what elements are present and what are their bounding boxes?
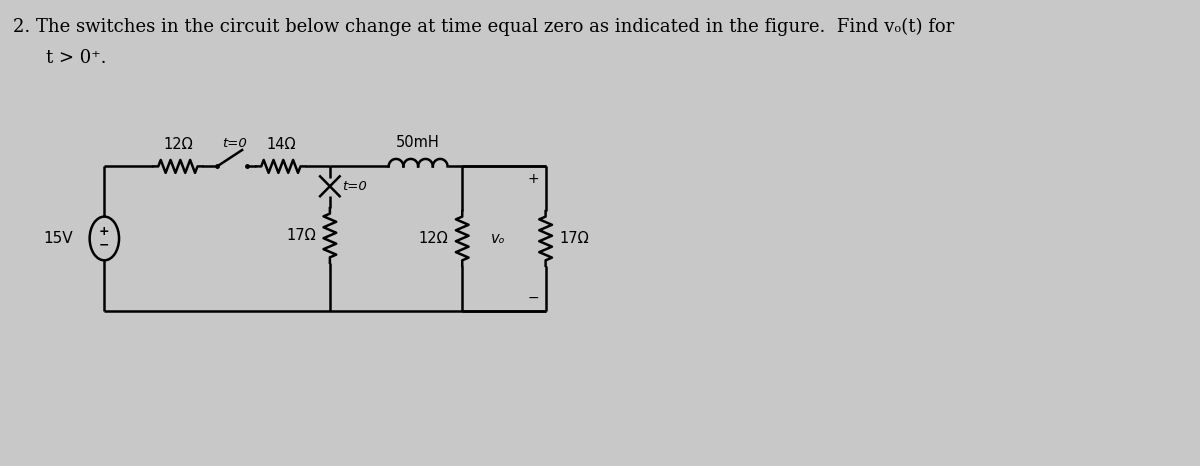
Text: 17Ω: 17Ω (287, 228, 316, 243)
Text: 14Ω: 14Ω (266, 137, 295, 152)
Text: −: − (527, 291, 539, 305)
Text: vₒ: vₒ (491, 231, 506, 246)
Text: t=0: t=0 (343, 180, 367, 193)
Text: t > 0⁺.: t > 0⁺. (46, 49, 106, 67)
Text: t=0: t=0 (222, 137, 247, 151)
Text: 12Ω: 12Ω (163, 137, 193, 152)
Text: +: + (527, 172, 539, 186)
Text: 2. The switches in the circuit below change at time equal zero as indicated in t: 2. The switches in the circuit below cha… (13, 17, 954, 35)
Text: −: − (100, 239, 109, 252)
Text: 17Ω: 17Ω (559, 231, 589, 246)
Text: 50mH: 50mH (396, 135, 440, 150)
Text: 15V: 15V (43, 231, 73, 246)
Text: +: + (100, 225, 109, 238)
Text: 12Ω: 12Ω (419, 231, 449, 246)
